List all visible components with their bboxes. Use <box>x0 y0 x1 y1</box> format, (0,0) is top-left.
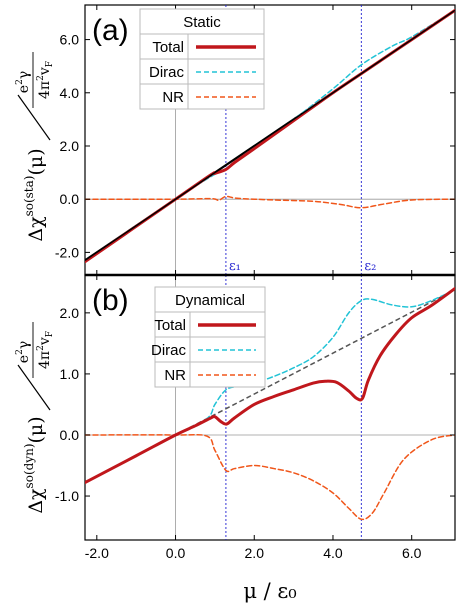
legend-b-total-label: Total <box>154 317 186 334</box>
x-axis-label: μ / ε₀ <box>243 579 296 603</box>
panel-b-series-total <box>85 286 455 485</box>
panel-b-ytick-label: 1.0 <box>60 366 80 382</box>
panel-b-series-nr <box>85 433 455 521</box>
panel-b-label: (b) <box>92 284 129 317</box>
panel-b-xtick-label: 4.0 <box>323 545 343 561</box>
panel-b-xtick-label: 2.0 <box>245 545 265 561</box>
panel-b-xtick-label: 6.0 <box>402 545 422 561</box>
panel-b-ytick-label: 0.0 <box>60 427 80 443</box>
panel-a-legend: Static Total Dirac NR <box>139 8 265 110</box>
svg-text:4π2vF: 4π2vF <box>36 61 55 99</box>
panel-a-ytick-label: -2.0 <box>55 244 79 260</box>
panel-b-frame <box>84 274 456 541</box>
panel-a-ytick-label: 6.0 <box>60 32 80 48</box>
vline-label-1: ε₁ <box>229 259 241 274</box>
panel-b-plot-area <box>85 286 455 521</box>
panel-a-ylabel: Δχso(sta)(μ) e2γ 4π2vF <box>15 52 55 242</box>
panel-b-ytick-label: 2.0 <box>60 305 80 321</box>
svg-text:Δχso(sta)(μ): Δχso(sta)(μ) <box>22 148 47 241</box>
panel-b-legend: Dynamical Total Dirac NR <box>151 286 266 388</box>
panel-a-legend-title: Static <box>183 14 221 31</box>
panel-b-xtick-label: 0.0 <box>166 545 186 561</box>
svg-text:e2γ: e2γ <box>15 341 32 363</box>
panel-a-ytick-label: 4.0 <box>60 85 80 101</box>
legend-a-total-label: Total <box>152 39 184 56</box>
legend-a-dirac-label: Dirac <box>149 64 185 81</box>
svg-text:e2γ: e2γ <box>15 71 32 93</box>
panel-b: -1.0 0.0 1.0 2.0 -2.0 0.0 2.0 4.0 6.0 (b) Dynami… <box>15 274 456 561</box>
panel-a-label: (a) <box>92 14 129 47</box>
legend-a-nr-label: NR <box>162 89 184 106</box>
svg-text:4π2vF: 4π2vF <box>36 331 55 369</box>
panel-a-series-nr <box>85 195 455 209</box>
legend-b-nr-label: NR <box>164 367 186 384</box>
panel-b-ticks: -1.0 0.0 1.0 2.0 -2.0 0.0 2.0 4.0 6.0 <box>55 275 455 561</box>
panel-b-reference-line <box>175 288 455 436</box>
panel-b-series-dirac <box>85 288 455 484</box>
panel-b-axes <box>85 275 455 540</box>
panel-a-reference-overlay <box>85 9 455 261</box>
panel-b-ytick-label: -1.0 <box>55 488 79 504</box>
panel-a-ytick-label: 0.0 <box>60 191 80 207</box>
panel-b-legend-title: Dynamical <box>175 292 245 309</box>
panel-a-ytick-label: 2.0 <box>60 138 80 154</box>
panel-b-ylabel: Δχso(dyn)(μ) e2γ 4π2vF <box>15 322 55 514</box>
legend-b-dirac-label: Dirac <box>151 342 187 359</box>
panel-b-xtick-label: -2.0 <box>85 545 109 561</box>
svg-text:Δχso(dyn)(μ): Δχso(dyn)(μ) <box>22 416 47 513</box>
panel-a-plot-area <box>85 8 455 264</box>
vline-labels: ε₁ ε₂ <box>229 259 376 274</box>
vline-label-2: ε₂ <box>364 259 376 274</box>
panel-a: -2.0 0.0 2.0 4.0 6.0 (a) Static Total Dirac … <box>15 4 456 276</box>
panel-a-ticks: -2.0 0.0 2.0 4.0 6.0 <box>55 5 455 275</box>
